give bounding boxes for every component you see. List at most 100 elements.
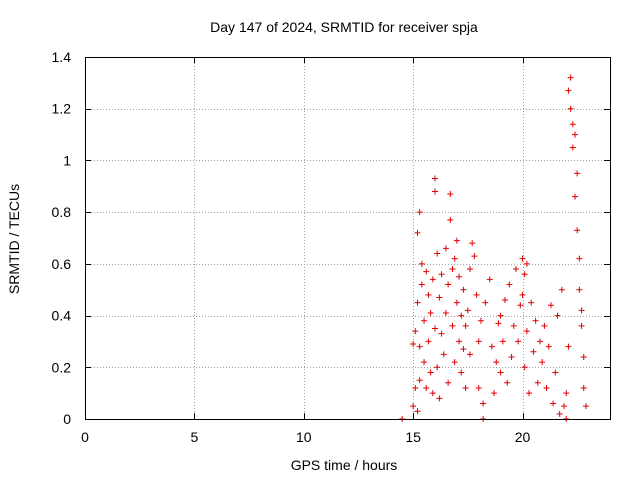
data-point (445, 379, 452, 386)
data-point (580, 384, 587, 391)
data-point (510, 322, 517, 329)
y-axis-title: SRMTID / TECUs (6, 184, 22, 294)
data-point (493, 359, 500, 366)
data-point (469, 240, 476, 247)
data-point (427, 309, 434, 316)
data-point (545, 343, 552, 350)
data-point (550, 400, 557, 407)
data-point (558, 286, 565, 293)
data-point (488, 343, 495, 350)
data-point (432, 325, 438, 332)
y-tick-label: 1.4 (52, 49, 72, 65)
data-point (421, 317, 428, 324)
data-point (442, 309, 449, 316)
data-point (418, 281, 425, 288)
data-point (491, 390, 498, 397)
data-point (556, 410, 563, 417)
data-point (432, 175, 438, 182)
data-point (582, 403, 589, 410)
data-point (451, 359, 458, 366)
data-point (519, 255, 526, 262)
data-point (442, 245, 449, 252)
data-point (567, 105, 574, 112)
data-point (412, 328, 419, 335)
data-point (530, 348, 537, 355)
data-point (576, 286, 583, 293)
data-point (517, 302, 524, 309)
data-point (497, 312, 504, 319)
data-point (539, 359, 546, 366)
data-point (554, 312, 561, 319)
y-tick-label: 1.2 (52, 101, 72, 117)
data-point (464, 307, 471, 314)
data-point (482, 299, 489, 306)
data-point (434, 364, 441, 371)
data-point (523, 328, 530, 335)
data-point (473, 291, 480, 298)
data-point (541, 322, 548, 329)
x-tick-label: 5 (190, 429, 198, 445)
data-point (416, 377, 423, 384)
data-point (572, 131, 578, 138)
data-point (528, 299, 535, 306)
data-point (519, 291, 526, 298)
data-point (458, 312, 465, 319)
data-point (547, 302, 554, 309)
data-point (410, 403, 417, 410)
data-point (508, 353, 515, 360)
data-point (486, 276, 493, 283)
data-point (569, 144, 576, 151)
plot-frame (85, 57, 611, 420)
data-point (521, 364, 528, 371)
data-point (580, 353, 587, 360)
data-point (512, 266, 519, 273)
data-point (429, 390, 436, 397)
data-point (471, 253, 478, 260)
data-point (438, 330, 445, 337)
data-point (561, 403, 568, 410)
x-tick-label: 20 (515, 429, 531, 445)
data-point (578, 322, 585, 329)
data-point (504, 379, 511, 386)
data-point (467, 351, 473, 358)
y-tick-label: 0.6 (52, 256, 72, 272)
data-point (460, 346, 467, 353)
data-point (532, 317, 539, 324)
data-point (436, 395, 443, 402)
data-point (425, 291, 432, 298)
x-axis-title: GPS time / hours (291, 457, 398, 473)
data-point (449, 322, 456, 329)
data-point (414, 229, 421, 236)
data-point (434, 250, 441, 257)
data-point (453, 237, 460, 244)
data-point (440, 351, 447, 358)
x-tick-label: 15 (405, 429, 421, 445)
data-point (458, 369, 465, 376)
data-point (427, 369, 434, 376)
data-point (414, 408, 421, 415)
axis-ticks (85, 57, 610, 420)
data-point (523, 260, 530, 267)
chart-title: Day 147 of 2024, SRMTID for receiver spj… (210, 19, 478, 35)
data-point (552, 369, 559, 376)
data-point (543, 384, 550, 391)
data-point (423, 384, 430, 391)
data-point (534, 379, 541, 386)
data-point (436, 294, 443, 301)
data-point (429, 276, 436, 283)
data-point (565, 87, 572, 94)
data-point (574, 170, 581, 177)
data-point (574, 227, 581, 234)
x-tick-label: 10 (296, 429, 312, 445)
data-point (475, 338, 482, 345)
data-point (467, 266, 473, 273)
data-point (438, 271, 445, 278)
data-point (480, 400, 487, 407)
data-point (578, 307, 585, 314)
data-point (410, 341, 417, 348)
data-point (456, 273, 463, 280)
data-point (475, 384, 482, 391)
data-point (421, 359, 428, 366)
